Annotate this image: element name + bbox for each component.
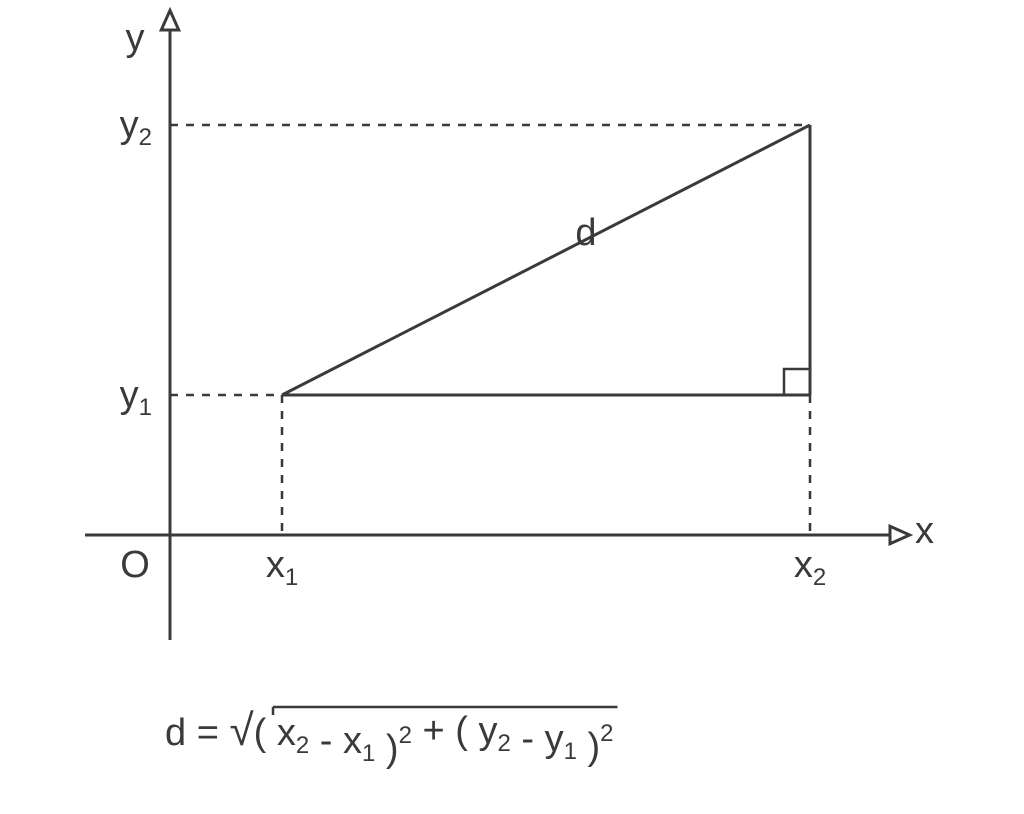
formula-text: d = √( x2 - x1 )2 + ( y2 - y1 )2 [165,706,614,770]
y-axis-label: y [126,17,145,59]
y-axis-arrow [161,10,179,30]
y1-tick-label: y1 [120,374,152,421]
axes [85,10,910,640]
right-angle-mark [784,369,810,395]
triangle [282,125,810,395]
x-axis-label: x [915,510,934,552]
x2-tick-label: x2 [794,544,826,591]
guide-lines [170,125,810,535]
y2-tick-label: y2 [120,104,152,151]
hypotenuse-label: d [575,212,596,254]
x1-tick-label: x1 [266,544,298,591]
x-axis-arrow [890,526,910,544]
origin-label: O [120,544,150,586]
distance-formula-diagram: y x O y2 y1 x1 x2 d d = √( x2 - x1 )2 + … [0,0,1024,814]
distance-formula: d = √( x2 - x1 )2 + ( y2 - y1 )2 [165,706,618,770]
triangle-hypotenuse [282,125,810,395]
